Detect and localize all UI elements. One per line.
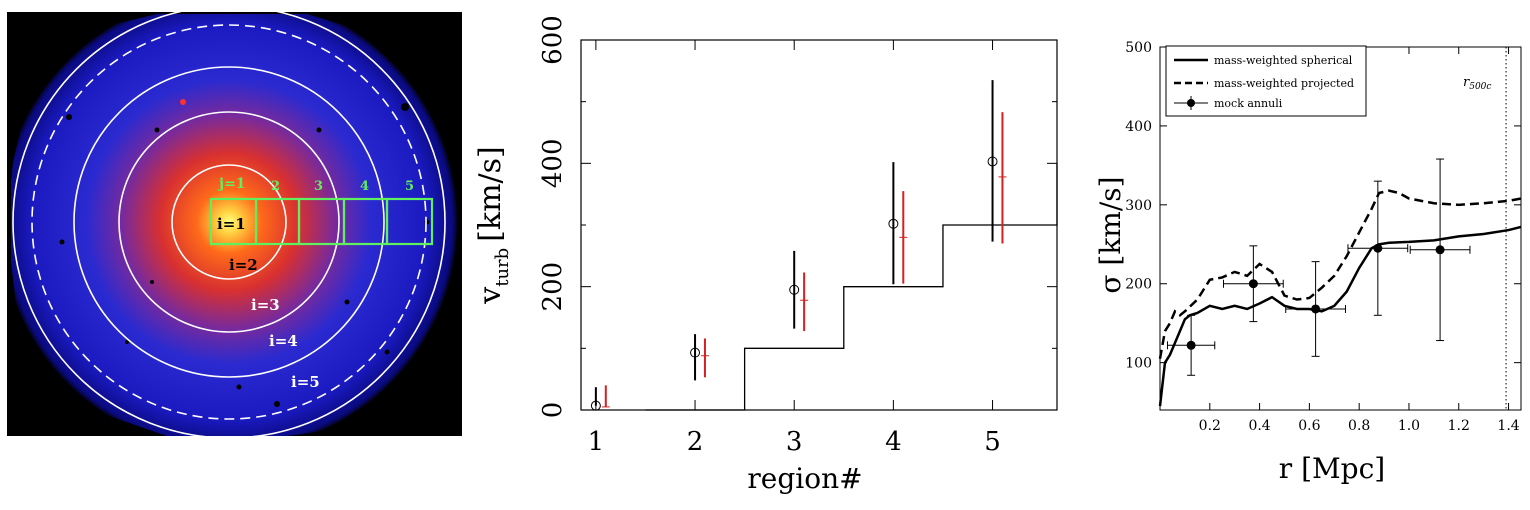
data-point xyxy=(888,218,899,229)
y-tick-label: 500 xyxy=(1125,40,1152,56)
x-axis-label: r [Mpc] xyxy=(1279,452,1385,485)
data-point xyxy=(590,400,601,411)
svg-text:r500c: r500c xyxy=(1463,75,1491,92)
mock-annulus-point xyxy=(1311,304,1321,314)
x-axis-label: region# xyxy=(747,462,862,495)
x-tick-label: 4 xyxy=(885,427,902,457)
x-tick-label: 0.8 xyxy=(1348,418,1370,434)
vturb-chart: 1 2 3 4 5 0 200 400 600 region# vturb[km/s] xyxy=(473,15,1058,495)
x-tick-label: 1.4 xyxy=(1497,418,1519,434)
legend-label-spherical: mass-weighted spherical xyxy=(1214,54,1353,67)
y-tick-label: 100 xyxy=(1125,356,1152,372)
legend-label-projected: mass-weighted projected xyxy=(1214,77,1354,90)
mock-annulus-point xyxy=(1248,279,1258,289)
y-tick-label: 300 xyxy=(1125,198,1152,214)
point-sources xyxy=(59,103,430,407)
legend-marker xyxy=(1187,99,1195,107)
y-axis-label: σ [km/s] xyxy=(1094,176,1127,293)
extraction-boxes xyxy=(209,197,434,246)
label-j5: 5 xyxy=(405,179,414,194)
vturb-chart-panel: 1 2 3 4 5 0 200 400 600 region# vturb[km/s] xyxy=(460,0,1070,506)
label-j1: j=1 xyxy=(217,176,246,192)
label-i5: i=5 xyxy=(291,373,320,391)
sigma-chart-panel: 0.2 0.4 0.6 0.8 1.0 1.2 1.4 100 200 300 400 500 r [… xyxy=(1070,0,1530,506)
y-tick-label: 200 xyxy=(1125,277,1152,293)
mock-annulus-point xyxy=(1186,340,1196,350)
x-tick-label: 1 xyxy=(588,427,605,457)
plot-area: 1 2 3 4 5 0 200 400 600 xyxy=(538,15,1058,457)
y-tick-label: 400 xyxy=(1125,119,1152,135)
label-i1: i=1 xyxy=(217,215,246,233)
model-step-line xyxy=(645,163,1058,411)
label-j4: 4 xyxy=(360,179,369,194)
mock-annulus-point xyxy=(1435,245,1445,255)
y-tick-label: 0 xyxy=(538,402,568,419)
y-tick-label: 600 xyxy=(538,15,568,65)
data-point xyxy=(690,347,701,358)
spherical-curve xyxy=(1158,225,1522,407)
x-tick-label: 0.2 xyxy=(1199,418,1221,434)
mock-annulus-point xyxy=(1373,243,1383,253)
x-tick-label: 2 xyxy=(687,427,704,457)
y-axis-label: vturb[km/s] xyxy=(473,146,513,304)
sigma-chart: 0.2 0.4 0.6 0.8 1.0 1.2 1.4 100 200 300 400 500 r [… xyxy=(1094,40,1522,485)
data-point xyxy=(789,284,800,295)
label-i4: i=4 xyxy=(269,332,298,350)
legend: mass-weighted spherical mass-weighted pr… xyxy=(1165,45,1367,117)
legend-label-mock: mock annuli xyxy=(1214,97,1283,110)
y-tick-label: 400 xyxy=(538,139,568,189)
cluster-image-panel: i=1 i=2 i=3 i=4 i=5 j=1 2 3 4 5 xyxy=(7,5,462,439)
projected-curve xyxy=(1158,189,1522,359)
data-point xyxy=(987,156,998,167)
cluster-image: i=1 i=2 i=3 i=4 i=5 j=1 2 3 4 5 xyxy=(7,5,462,439)
x-tick-label: 1.0 xyxy=(1398,418,1420,434)
label-i2: i=2 xyxy=(229,256,258,274)
y-tick-label: 200 xyxy=(538,262,568,312)
label-i3: i=3 xyxy=(251,296,280,314)
x-tick-label: 3 xyxy=(786,427,803,457)
x-tick-label: 5 xyxy=(984,427,1001,457)
x-tick-label: 1.2 xyxy=(1448,418,1470,434)
r500c-label: r500c xyxy=(1463,75,1491,92)
x-tick-label: 0.4 xyxy=(1248,418,1270,434)
legend-box xyxy=(1165,45,1367,117)
image-field xyxy=(11,14,457,436)
plot-area: 0.2 0.4 0.6 0.8 1.0 1.2 1.4 100 200 300 400 500 xyxy=(1125,40,1522,434)
x-tick-label: 0.6 xyxy=(1298,418,1320,434)
label-j2: 2 xyxy=(271,179,280,194)
svg-text:vturb[km/s]: vturb[km/s] xyxy=(473,146,513,304)
label-j3: 3 xyxy=(314,179,323,194)
